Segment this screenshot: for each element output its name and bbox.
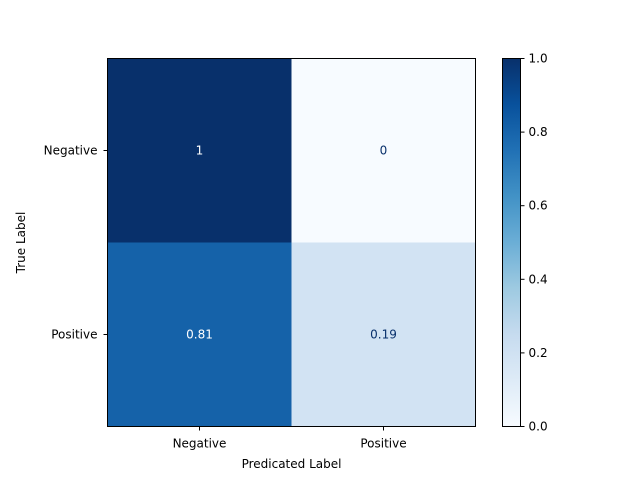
colorbar-tick-label: 0.0	[529, 420, 548, 434]
cell-value-label: 0.19	[370, 328, 397, 342]
colorbar-gradient	[502, 58, 521, 427]
colorbar-frame	[502, 58, 521, 427]
cell-value-label: 0.81	[186, 328, 213, 342]
colorbar-tick-label: 0.2	[529, 346, 548, 360]
heatmap-cell	[107, 242, 292, 427]
cell-value-label: 1	[196, 144, 204, 158]
y-tick-label: Negative	[44, 144, 98, 158]
x-tick-label: Negative	[173, 437, 227, 451]
x-tick-label: Positive	[360, 437, 406, 451]
cell-value-label: 0	[380, 144, 388, 158]
plot-frame	[107, 58, 476, 427]
colorbar-tick-label: 0.6	[529, 199, 548, 213]
y-tick-label: Positive	[51, 328, 97, 342]
colorbar-tick-label: 1.0	[529, 52, 548, 66]
heatmap-cell	[291, 242, 476, 427]
x-axis-label: Predicated Label	[242, 457, 342, 471]
heatmap-cell	[107, 58, 292, 243]
y-axis-label: True Label	[14, 212, 28, 275]
heatmap-cell	[291, 58, 476, 243]
colorbar-tick-label: 0.4	[529, 272, 548, 286]
colorbar-tick-label: 0.8	[529, 125, 548, 139]
